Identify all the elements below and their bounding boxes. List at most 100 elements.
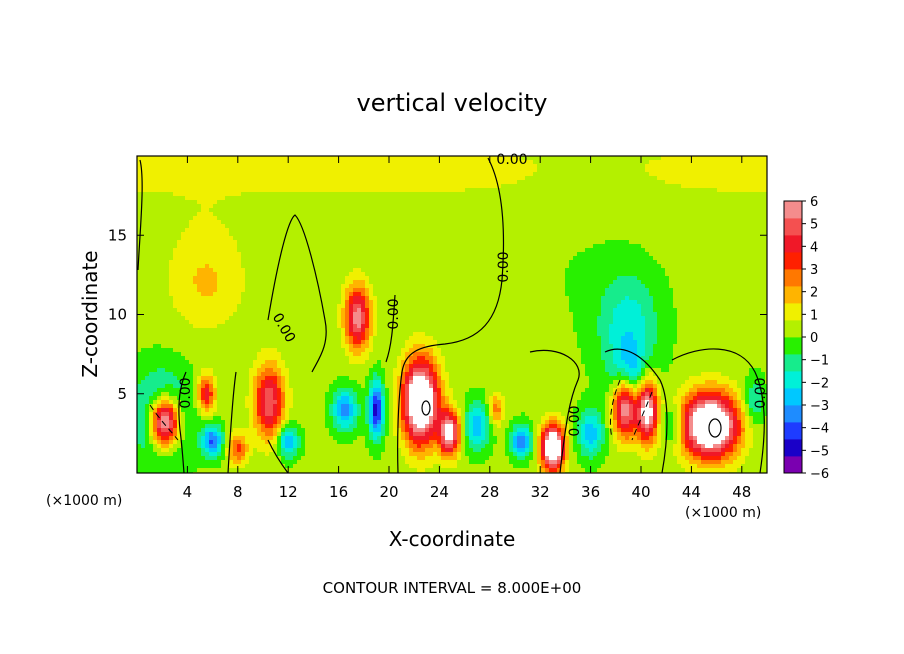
field-cell xyxy=(177,216,182,221)
field-cell xyxy=(449,264,454,269)
field-cell xyxy=(697,276,702,281)
field-cell xyxy=(761,216,766,221)
field-cell xyxy=(713,228,718,233)
field-cell xyxy=(329,204,334,209)
field-cell xyxy=(425,212,430,217)
field-cell xyxy=(453,272,458,277)
field-cell xyxy=(521,236,526,241)
field-cell xyxy=(405,192,410,197)
field-cell xyxy=(505,272,510,277)
field-cell xyxy=(377,272,382,277)
field-cell xyxy=(261,240,266,245)
field-cell xyxy=(489,204,494,209)
field-cell xyxy=(657,252,662,257)
field-cell xyxy=(725,272,730,277)
field-cell xyxy=(597,172,602,177)
field-cell xyxy=(397,244,402,249)
field-cell xyxy=(337,224,342,229)
field-cell xyxy=(421,212,426,217)
field-cell xyxy=(625,156,630,161)
field-cell xyxy=(649,168,654,173)
field-cell xyxy=(617,240,622,245)
field-cell xyxy=(437,192,442,197)
field-cell xyxy=(737,272,742,277)
field-cell xyxy=(541,240,546,245)
field-cell xyxy=(529,240,534,245)
field-cell xyxy=(381,228,386,233)
field-cell xyxy=(261,228,266,233)
field-cell xyxy=(357,216,362,221)
field-cell xyxy=(329,192,334,197)
field-cell xyxy=(161,156,166,161)
field-cell xyxy=(453,180,458,185)
field-cell xyxy=(669,212,674,217)
field-cell xyxy=(225,176,230,181)
field-cell xyxy=(457,220,462,225)
field-cell xyxy=(457,200,462,205)
field-cell xyxy=(709,184,714,189)
field-cell xyxy=(549,236,554,241)
field-cell xyxy=(565,212,570,217)
field-cell xyxy=(513,176,518,181)
field-cell xyxy=(601,156,606,161)
field-cell xyxy=(169,172,174,177)
field-cell xyxy=(485,272,490,277)
field-cell xyxy=(305,216,310,221)
field-cell xyxy=(645,192,650,197)
field-cell xyxy=(365,224,370,229)
field-cell xyxy=(585,216,590,221)
field-cell xyxy=(245,192,250,197)
field-cell xyxy=(405,252,410,257)
field-cell xyxy=(741,204,746,209)
field-cell xyxy=(137,204,142,209)
field-cell xyxy=(473,212,478,217)
field-cell xyxy=(221,272,226,277)
field-cell xyxy=(349,248,354,253)
field-cell xyxy=(453,216,458,221)
field-cell xyxy=(209,180,214,185)
field-cell xyxy=(493,268,498,273)
field-cell xyxy=(597,180,602,185)
field-cell xyxy=(765,256,767,261)
field-cell xyxy=(345,204,350,209)
field-cell xyxy=(653,168,658,173)
field-cell xyxy=(553,268,558,273)
field-cell xyxy=(281,208,286,213)
field-cell xyxy=(409,204,414,209)
field-cell xyxy=(341,236,346,241)
field-cell xyxy=(433,240,438,245)
field-cell xyxy=(229,164,234,169)
field-cell xyxy=(193,168,198,173)
field-cell xyxy=(353,212,358,217)
field-cell xyxy=(389,204,394,209)
field-cell xyxy=(625,180,630,185)
field-cell xyxy=(437,280,442,285)
field-cell xyxy=(181,252,186,257)
field-cell xyxy=(445,232,450,237)
field-cell xyxy=(705,264,710,269)
field-cell xyxy=(701,184,706,189)
field-cell xyxy=(413,232,418,237)
field-cell xyxy=(525,192,530,197)
field-cell xyxy=(205,196,210,201)
field-cell xyxy=(225,164,230,169)
field-cell xyxy=(361,172,366,177)
field-cell xyxy=(341,212,346,217)
field-cell xyxy=(713,244,718,249)
field-cell xyxy=(145,184,150,189)
field-cell xyxy=(273,188,278,193)
field-cell xyxy=(461,256,466,261)
field-cell xyxy=(381,252,386,257)
field-cell xyxy=(145,276,150,281)
field-cell xyxy=(709,180,714,185)
field-cell xyxy=(621,216,626,221)
field-cell xyxy=(273,212,278,217)
field-cell xyxy=(725,260,730,265)
field-cell xyxy=(725,168,730,173)
field-cell xyxy=(141,176,146,181)
field-cell xyxy=(361,248,366,253)
field-cell xyxy=(365,244,370,249)
field-cell xyxy=(189,268,194,273)
field-cell xyxy=(209,244,214,249)
field-cell xyxy=(373,212,378,217)
